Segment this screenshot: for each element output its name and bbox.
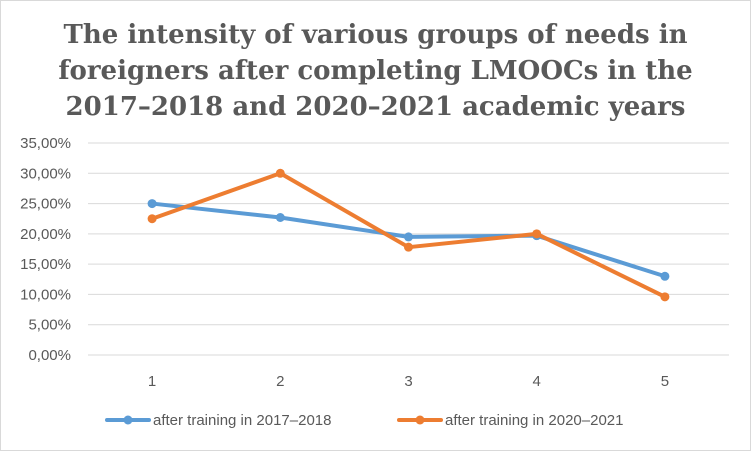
legend-label-1: after training in 2017–2018 — [153, 412, 331, 429]
data-point-series-1 — [660, 271, 670, 281]
y-tick-label: 0,00% — [28, 347, 71, 364]
data-point-series-2 — [147, 214, 157, 224]
y-tick-label: 20,00% — [20, 226, 71, 243]
data-point-series-2 — [660, 292, 670, 302]
y-tick-label: 35,00% — [20, 135, 71, 152]
data-point-series-1 — [404, 232, 413, 242]
x-tick-label: 3 — [404, 373, 412, 390]
chart-title-line-1: The intensity of various groups of needs… — [63, 20, 688, 50]
x-tick-label: 2 — [276, 373, 284, 390]
y-tick-label: 25,00% — [20, 196, 71, 213]
legend-marker-1 — [123, 415, 133, 425]
x-tick-label: 1 — [148, 373, 156, 390]
y-tick-label: 10,00% — [20, 286, 71, 303]
legend-marker-2 — [415, 415, 425, 425]
y-tick-label: 5,00% — [28, 317, 71, 334]
legend-label-2: after training in 2020–2021 — [445, 412, 623, 429]
x-tick-label: 5 — [661, 373, 669, 390]
data-point-series-1 — [147, 199, 157, 209]
chart-title: The intensity of various groups of needs… — [1, 17, 750, 125]
x-tick-label: 4 — [533, 373, 541, 390]
chart-title-line-3: 2017–2018 and 2020–2021 academic years — [65, 92, 686, 122]
data-point-series-2 — [532, 229, 542, 239]
data-point-series-2 — [404, 242, 413, 252]
y-tick-label: 15,00% — [20, 256, 71, 273]
y-tick-label: 30,00% — [20, 165, 71, 182]
data-point-series-1 — [275, 213, 285, 223]
chart-title-line-2: foreigners after completing LMOOCs in th… — [58, 56, 693, 86]
data-point-series-2 — [275, 168, 285, 178]
